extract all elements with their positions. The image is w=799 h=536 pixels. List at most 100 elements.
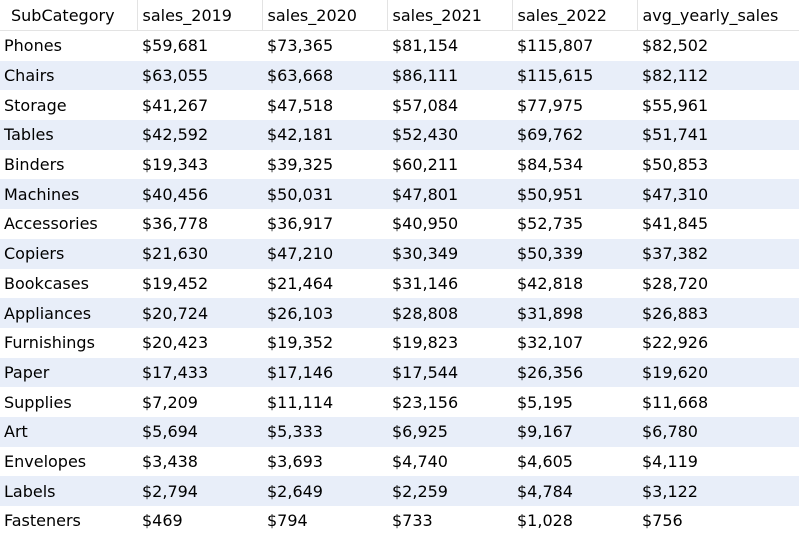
sales-cell[interactable]: $63,668 bbox=[262, 60, 387, 91]
sales-cell[interactable]: $55,961 bbox=[637, 90, 799, 121]
subcategory-cell[interactable]: Envelopes bbox=[0, 446, 137, 477]
sales-cell[interactable]: $26,883 bbox=[637, 298, 799, 328]
sales-cell[interactable]: $5,333 bbox=[262, 416, 387, 447]
sales-cell[interactable]: $5,195 bbox=[512, 387, 637, 417]
sales-cell[interactable]: $40,950 bbox=[387, 209, 512, 239]
sales-cell[interactable]: $73,365 bbox=[262, 30, 387, 61]
sales-cell[interactable]: $3,122 bbox=[637, 476, 799, 506]
sales-cell[interactable]: $4,784 bbox=[512, 476, 637, 506]
subcategory-cell[interactable]: Supplies bbox=[0, 387, 137, 417]
sales-cell[interactable]: $1,028 bbox=[512, 506, 637, 536]
sales-cell[interactable]: $4,605 bbox=[512, 446, 637, 477]
sales-cell[interactable]: $28,720 bbox=[637, 268, 799, 299]
column-header-sales-2020[interactable]: sales_2020 bbox=[262, 0, 388, 31]
table-row[interactable]: Bookcases $19,452 $21,464 $31,146 $42,818 $28… bbox=[0, 268, 799, 299]
column-header-sales-2021[interactable]: sales_2021 bbox=[387, 0, 513, 31]
table-row[interactable]: Labels $2,794 $2,649 $2,259 $4,784 $3,122 bbox=[0, 476, 799, 506]
sales-cell[interactable]: $21,464 bbox=[262, 268, 387, 299]
sales-cell[interactable]: $69,762 bbox=[512, 120, 637, 150]
table-row[interactable]: Copiers $21,630 $47,210 $30,349 $50,339 $37,3… bbox=[0, 238, 799, 269]
sales-cell[interactable]: $4,740 bbox=[387, 446, 512, 477]
subcategory-cell[interactable]: Accessories bbox=[0, 209, 137, 239]
sales-cell[interactable]: $6,780 bbox=[637, 416, 799, 447]
subcategory-cell[interactable]: Chairs bbox=[0, 60, 137, 91]
sales-cell[interactable]: $42,181 bbox=[262, 120, 387, 150]
sales-cell[interactable]: $17,146 bbox=[262, 357, 387, 388]
sales-cell[interactable]: $22,926 bbox=[637, 327, 799, 358]
sales-cell[interactable]: $30,349 bbox=[387, 238, 512, 269]
subcategory-cell[interactable]: Machines bbox=[0, 179, 137, 210]
sales-cell[interactable]: $469 bbox=[137, 506, 262, 536]
table-row[interactable]: Accessories $36,778 $36,917 $40,950 $52,735 $… bbox=[0, 209, 799, 239]
table-row[interactable]: Art $5,694 $5,333 $6,925 $9,167 $6,780 bbox=[0, 416, 799, 447]
subcategory-cell[interactable]: Bookcases bbox=[0, 268, 137, 299]
sales-cell[interactable]: $52,735 bbox=[512, 209, 637, 239]
subcategory-cell[interactable]: Copiers bbox=[0, 238, 137, 269]
sales-cell[interactable]: $23,156 bbox=[387, 387, 512, 417]
sales-cell[interactable]: $41,845 bbox=[637, 209, 799, 239]
sales-cell[interactable]: $3,693 bbox=[262, 446, 387, 477]
sales-cell[interactable]: $17,433 bbox=[137, 357, 262, 388]
sales-cell[interactable]: $84,534 bbox=[512, 149, 637, 180]
sales-cell[interactable]: $41,267 bbox=[137, 90, 262, 121]
sales-cell[interactable]: $756 bbox=[637, 506, 799, 536]
sales-cell[interactable]: $11,114 bbox=[262, 387, 387, 417]
sales-cell[interactable]: $26,103 bbox=[262, 298, 387, 328]
sales-cell[interactable]: $52,430 bbox=[387, 120, 512, 150]
sales-cell[interactable]: $733 bbox=[387, 506, 512, 536]
sales-cell[interactable]: $81,154 bbox=[387, 30, 512, 61]
table-row[interactable]: Paper $17,433 $17,146 $17,544 $26,356 $19,620 bbox=[0, 357, 799, 388]
table-row[interactable]: Phones $59,681 $73,365 $81,154 $115,807 $82,5… bbox=[0, 30, 799, 61]
table-row[interactable]: Binders $19,343 $39,325 $60,211 $84,534 $50,8… bbox=[0, 149, 799, 180]
subcategory-cell[interactable]: Tables bbox=[0, 120, 137, 150]
sales-cell[interactable]: $59,681 bbox=[137, 30, 262, 61]
sales-cell[interactable]: $39,325 bbox=[262, 149, 387, 180]
table-row[interactable]: Fasteners $469 $794 $733 $1,028 $756 bbox=[0, 506, 799, 536]
sales-cell[interactable]: $20,724 bbox=[137, 298, 262, 328]
column-header-subcategory[interactable]: SubCategory bbox=[0, 0, 138, 31]
subcategory-cell[interactable]: Labels bbox=[0, 476, 137, 506]
table-row[interactable]: Envelopes $3,438 $3,693 $4,740 $4,605 $4,119 bbox=[0, 446, 799, 477]
column-header-sales-2022[interactable]: sales_2022 bbox=[512, 0, 638, 31]
sales-cell[interactable]: $50,853 bbox=[637, 149, 799, 180]
table-row[interactable]: Tables $42,592 $42,181 $52,430 $69,762 $51,74… bbox=[0, 120, 799, 150]
sales-cell[interactable]: $794 bbox=[262, 506, 387, 536]
sales-cell[interactable]: $82,502 bbox=[637, 30, 799, 61]
subcategory-cell[interactable]: Phones bbox=[0, 30, 137, 61]
table-row[interactable]: Chairs $63,055 $63,668 $86,111 $115,615 $82,1… bbox=[0, 60, 799, 91]
subcategory-cell[interactable]: Furnishings bbox=[0, 327, 137, 358]
sales-cell[interactable]: $57,084 bbox=[387, 90, 512, 121]
sales-cell[interactable]: $19,823 bbox=[387, 327, 512, 358]
sales-cell[interactable]: $2,649 bbox=[262, 476, 387, 506]
sales-cell[interactable]: $19,343 bbox=[137, 149, 262, 180]
subcategory-cell[interactable]: Storage bbox=[0, 90, 137, 121]
sales-cell[interactable]: $31,898 bbox=[512, 298, 637, 328]
sales-cell[interactable]: $115,615 bbox=[512, 60, 637, 91]
sales-cell[interactable]: $47,801 bbox=[387, 179, 512, 210]
sales-cell[interactable]: $82,112 bbox=[637, 60, 799, 91]
sales-cell[interactable]: $9,167 bbox=[512, 416, 637, 447]
sales-cell[interactable]: $5,694 bbox=[137, 416, 262, 447]
sales-cell[interactable]: $19,452 bbox=[137, 268, 262, 299]
column-header-avg-yearly-sales[interactable]: avg_yearly_sales bbox=[637, 0, 799, 31]
sales-cell[interactable]: $115,807 bbox=[512, 30, 637, 61]
table-row[interactable]: Machines $40,456 $50,031 $47,801 $50,951 $47,… bbox=[0, 179, 799, 210]
sales-cell[interactable]: $17,544 bbox=[387, 357, 512, 388]
sales-cell[interactable]: $2,259 bbox=[387, 476, 512, 506]
sales-cell[interactable]: $7,209 bbox=[137, 387, 262, 417]
sales-cell[interactable]: $40,456 bbox=[137, 179, 262, 210]
sales-cell[interactable]: $31,146 bbox=[387, 268, 512, 299]
sales-cell[interactable]: $42,818 bbox=[512, 268, 637, 299]
sales-cell[interactable]: $42,592 bbox=[137, 120, 262, 150]
sales-cell[interactable]: $47,310 bbox=[637, 179, 799, 210]
sales-cell[interactable]: $60,211 bbox=[387, 149, 512, 180]
sales-cell[interactable]: $3,438 bbox=[137, 446, 262, 477]
subcategory-cell[interactable]: Binders bbox=[0, 149, 137, 180]
sales-cell[interactable]: $47,210 bbox=[262, 238, 387, 269]
subcategory-cell[interactable]: Art bbox=[0, 416, 137, 447]
sales-cell[interactable]: $4,119 bbox=[637, 446, 799, 477]
sales-cell[interactable]: $50,339 bbox=[512, 238, 637, 269]
sales-cell[interactable]: $26,356 bbox=[512, 357, 637, 388]
sales-cell[interactable]: $63,055 bbox=[137, 60, 262, 91]
column-header-sales-2019[interactable]: sales_2019 bbox=[137, 0, 263, 31]
